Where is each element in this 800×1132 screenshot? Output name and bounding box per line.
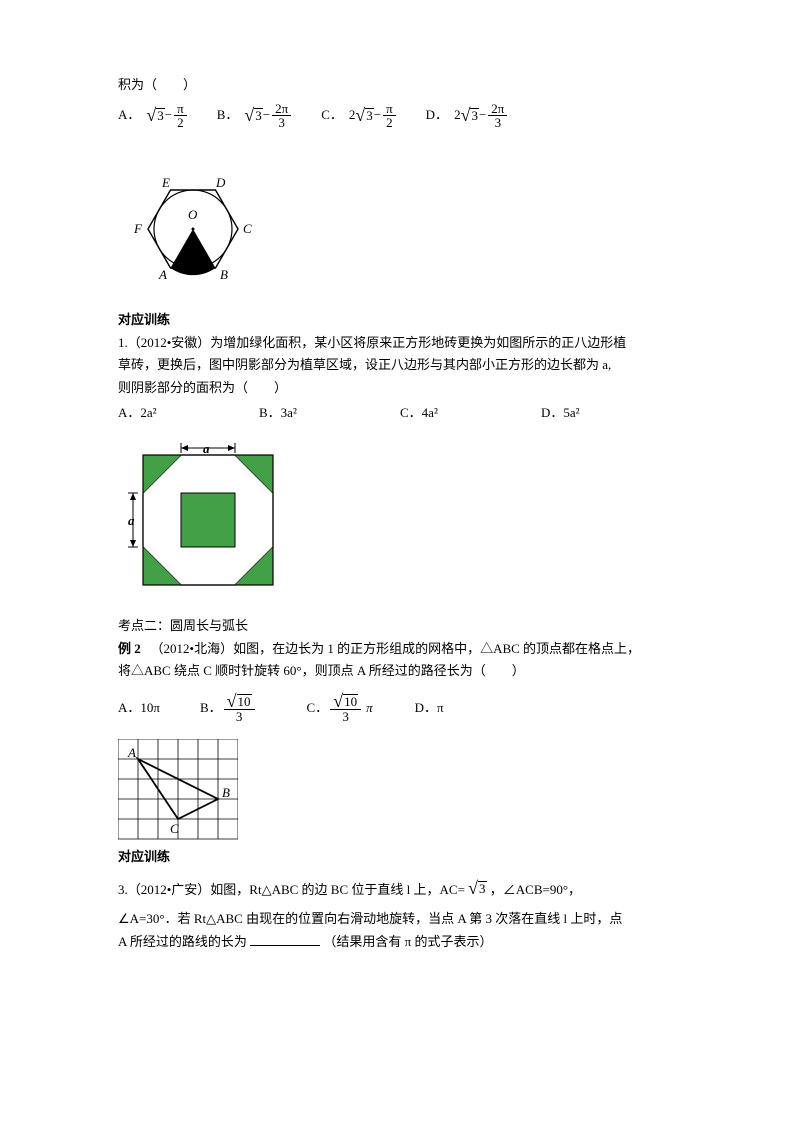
q3-l3-b: （结果用含有 π 的式子表示） <box>323 934 492 949</box>
shaded-bottom <box>171 229 216 275</box>
ex2-optb-label: B． <box>200 698 222 719</box>
ex2-opt-c: C． √10 3 π <box>307 694 373 723</box>
opt-d-minus: − <box>479 105 486 126</box>
q1-opt-b: B．3a² <box>259 403 400 424</box>
ex2-optc-suffix: π <box>366 698 373 719</box>
q1-line2: 草砖，更换后，图中阴影部分为植草区域，设正八边形与其内部小正方形的边长都为 a, <box>118 355 682 376</box>
q1-opt-a: A．2a² <box>118 403 259 424</box>
q1-line1: 1.（2012•安徽）为增加绿化面积，某小区将原来正方形地砖更换为如图所示的正八… <box>118 333 682 354</box>
ex2-rest1: （2012•北海）如图，在边长为 1 的正方形组成的网格中，△ABC 的顶点都在… <box>144 641 640 656</box>
ex2-opt-b: B． √10 3 <box>200 694 257 723</box>
section1-title: 对应训练 <box>118 310 682 331</box>
dim-left-label: a <box>128 513 135 528</box>
hex-label-e: E <box>161 175 170 190</box>
q3-line2: ∠A=30°．若 Rt△ABC 由现在的位置向右滑动地旋转，当点 A 第 3 次… <box>118 909 682 930</box>
opt-d-frac: 2π3 <box>488 102 507 129</box>
ex2-line1: 例 2 （2012•北海）如图，在边长为 1 的正方形组成的网格中，△ABC 的… <box>118 639 682 660</box>
answer-blank[interactable] <box>250 932 320 946</box>
option-d: D． 2 √3 − 2π3 <box>426 102 510 129</box>
q1-line3: 则阴影部分的面积为（ ） <box>118 378 682 399</box>
hex-label-a: A <box>158 267 167 282</box>
ex2-opt-d: D．π <box>415 698 444 719</box>
opt-b-label: B． <box>217 105 239 126</box>
hex-label-d: D <box>215 175 226 190</box>
opt-d-label: D． <box>426 105 448 126</box>
ex2-optc-frac: √10 3 <box>330 694 361 723</box>
opt-a-label: A． <box>118 105 140 126</box>
ex2-optc-label: C． <box>307 698 329 719</box>
hex-label-o: O <box>188 207 198 222</box>
option-b: B． √3 − 2π3 <box>217 102 293 129</box>
ex2-optb-frac: √10 3 <box>224 694 255 723</box>
hexagon-svg: A B C D E F O <box>118 159 268 294</box>
option-a: A． √3 − π2 <box>118 102 189 129</box>
opt-d-sqrt: √3 <box>461 108 479 123</box>
grid-label-b: B <box>222 785 230 800</box>
octagon-figure: a a <box>118 440 682 600</box>
dimension-top: a <box>181 441 235 456</box>
options-row-1: A． √3 − π2 B． √3 − 2π3 C． 2 √3 − π2 D． 2… <box>118 102 682 129</box>
opt-b-frac: 2π3 <box>272 102 291 129</box>
q1-options: A．2a² B．3a² C．4a² D．5a² <box>118 403 682 424</box>
dim-top-label: a <box>203 441 210 456</box>
q3-l1-b: ，∠ACB=90°， <box>490 882 581 897</box>
q3-line3: A 所经过的路线的长为 （结果用含有 π 的式子表示） <box>118 932 682 953</box>
opt-b-minus: − <box>263 105 270 126</box>
option-c: C． 2 √3 − π2 <box>321 102 397 129</box>
grid-label-a: A <box>127 745 136 760</box>
opt-a-sqrt: √3 <box>146 108 164 123</box>
opt-c-label: C． <box>321 105 343 126</box>
q3-sqrt3: √3 <box>468 881 486 896</box>
options-row-2: A．10π B． √10 3 C． √10 3 π D．π <box>118 694 682 723</box>
opt-a-minus: − <box>165 105 172 126</box>
opt-a-frac: π2 <box>174 102 187 129</box>
hexagon-figure: A B C D E F O <box>118 159 682 294</box>
grid-svg: A B C <box>118 739 238 841</box>
opt-c-sqrt: √3 <box>355 108 373 123</box>
center-dot <box>192 227 195 230</box>
center-square <box>181 493 235 547</box>
hex-label-b: B <box>220 267 228 282</box>
q1-opt-d: D．5a² <box>541 403 682 424</box>
hex-label-c: C <box>243 221 252 236</box>
ex2-prefix: 例 2 <box>118 641 141 656</box>
section3-title: 对应训练 <box>118 847 682 868</box>
opt-c-frac: π2 <box>383 102 396 129</box>
hex-label-f: F <box>133 221 143 236</box>
q1-opt-c: C．4a² <box>400 403 541 424</box>
opt-c-minus: − <box>374 105 381 126</box>
ex2-line2: 将△ABC 绕点 C 顺时针旋转 60°，则顶点 A 所经过的路径长为（ ） <box>118 661 682 682</box>
q3-l1-a: 3.（2012•广安）如图，Rt△ABC 的边 BC 位于直线 l 上，AC= <box>118 882 465 897</box>
grid-figure: A B C <box>118 739 682 841</box>
section2-title: 考点二：圆周长与弧长 <box>118 616 682 637</box>
ex2-opt-a: A．10π <box>118 698 160 719</box>
dimension-left: a <box>128 493 138 547</box>
fragment-line: 积为（ ） <box>118 75 682 96</box>
q3-line1: 3.（2012•广安）如图，Rt△ABC 的边 BC 位于直线 l 上，AC= … <box>118 880 682 901</box>
grid-label-c: C <box>170 821 179 836</box>
q3-l3-a: A 所经过的路线的长为 <box>118 934 247 949</box>
opt-b-sqrt: √3 <box>244 108 262 123</box>
octagon-svg: a a <box>118 440 288 600</box>
